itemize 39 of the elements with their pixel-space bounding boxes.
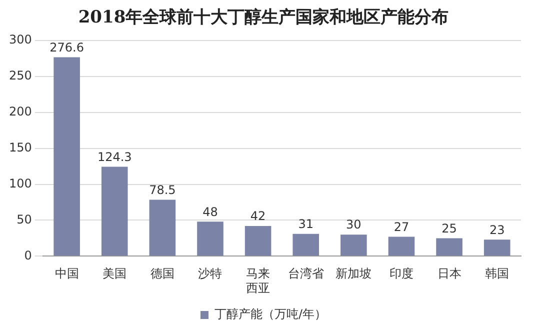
bar [197, 222, 224, 256]
y-tick-label: 300 [9, 32, 32, 47]
bar [149, 200, 176, 256]
bar [388, 236, 415, 256]
data-label: 42 [250, 209, 266, 224]
bar [54, 57, 80, 256]
bar [436, 238, 462, 256]
y-tick-label: 100 [9, 176, 32, 190]
x-tick-label: 台湾省 [288, 266, 324, 281]
bar [484, 240, 510, 256]
legend-label: 丁醇产能（万吨/年） [214, 307, 327, 322]
x-tick-label: 日本 [437, 266, 462, 281]
x-tick-label: 德国 [150, 266, 174, 281]
bar [292, 234, 320, 256]
x-tick-label: 韩国 [485, 266, 510, 281]
y-tick-label: 250 [9, 68, 32, 82]
data-label: 27 [394, 220, 410, 234]
data-label: 23 [489, 222, 505, 237]
x-tick-label: 印度 [389, 266, 414, 281]
data-label: 31 [298, 217, 314, 232]
bar [101, 166, 128, 256]
data-label: 48 [202, 204, 218, 219]
data-label: 30 [346, 218, 362, 232]
data-label: 276.6 [50, 40, 84, 54]
x-tick-label: 沙特 [198, 266, 222, 281]
bar [244, 226, 272, 256]
data-label: 78.5 [149, 182, 176, 197]
data-label: 124.3 [97, 150, 132, 164]
x-tick-label: 美国 [102, 266, 127, 281]
chart-title: 2018年全球前十大丁醇生产国家和地区产能分布 [78, 8, 449, 28]
x-tick-label: 新加坡 [336, 266, 372, 281]
x-tick-label: 马来西亚 [246, 266, 270, 295]
y-tick-label: 150 [9, 140, 32, 154]
bar [340, 234, 367, 256]
y-tick-label: 0 [24, 248, 32, 262]
y-tick-label: 50 [16, 212, 32, 226]
x-tick-label: 中国 [54, 266, 79, 281]
data-label: 25 [442, 221, 457, 236]
y-tick-label: 200 [9, 104, 32, 118]
